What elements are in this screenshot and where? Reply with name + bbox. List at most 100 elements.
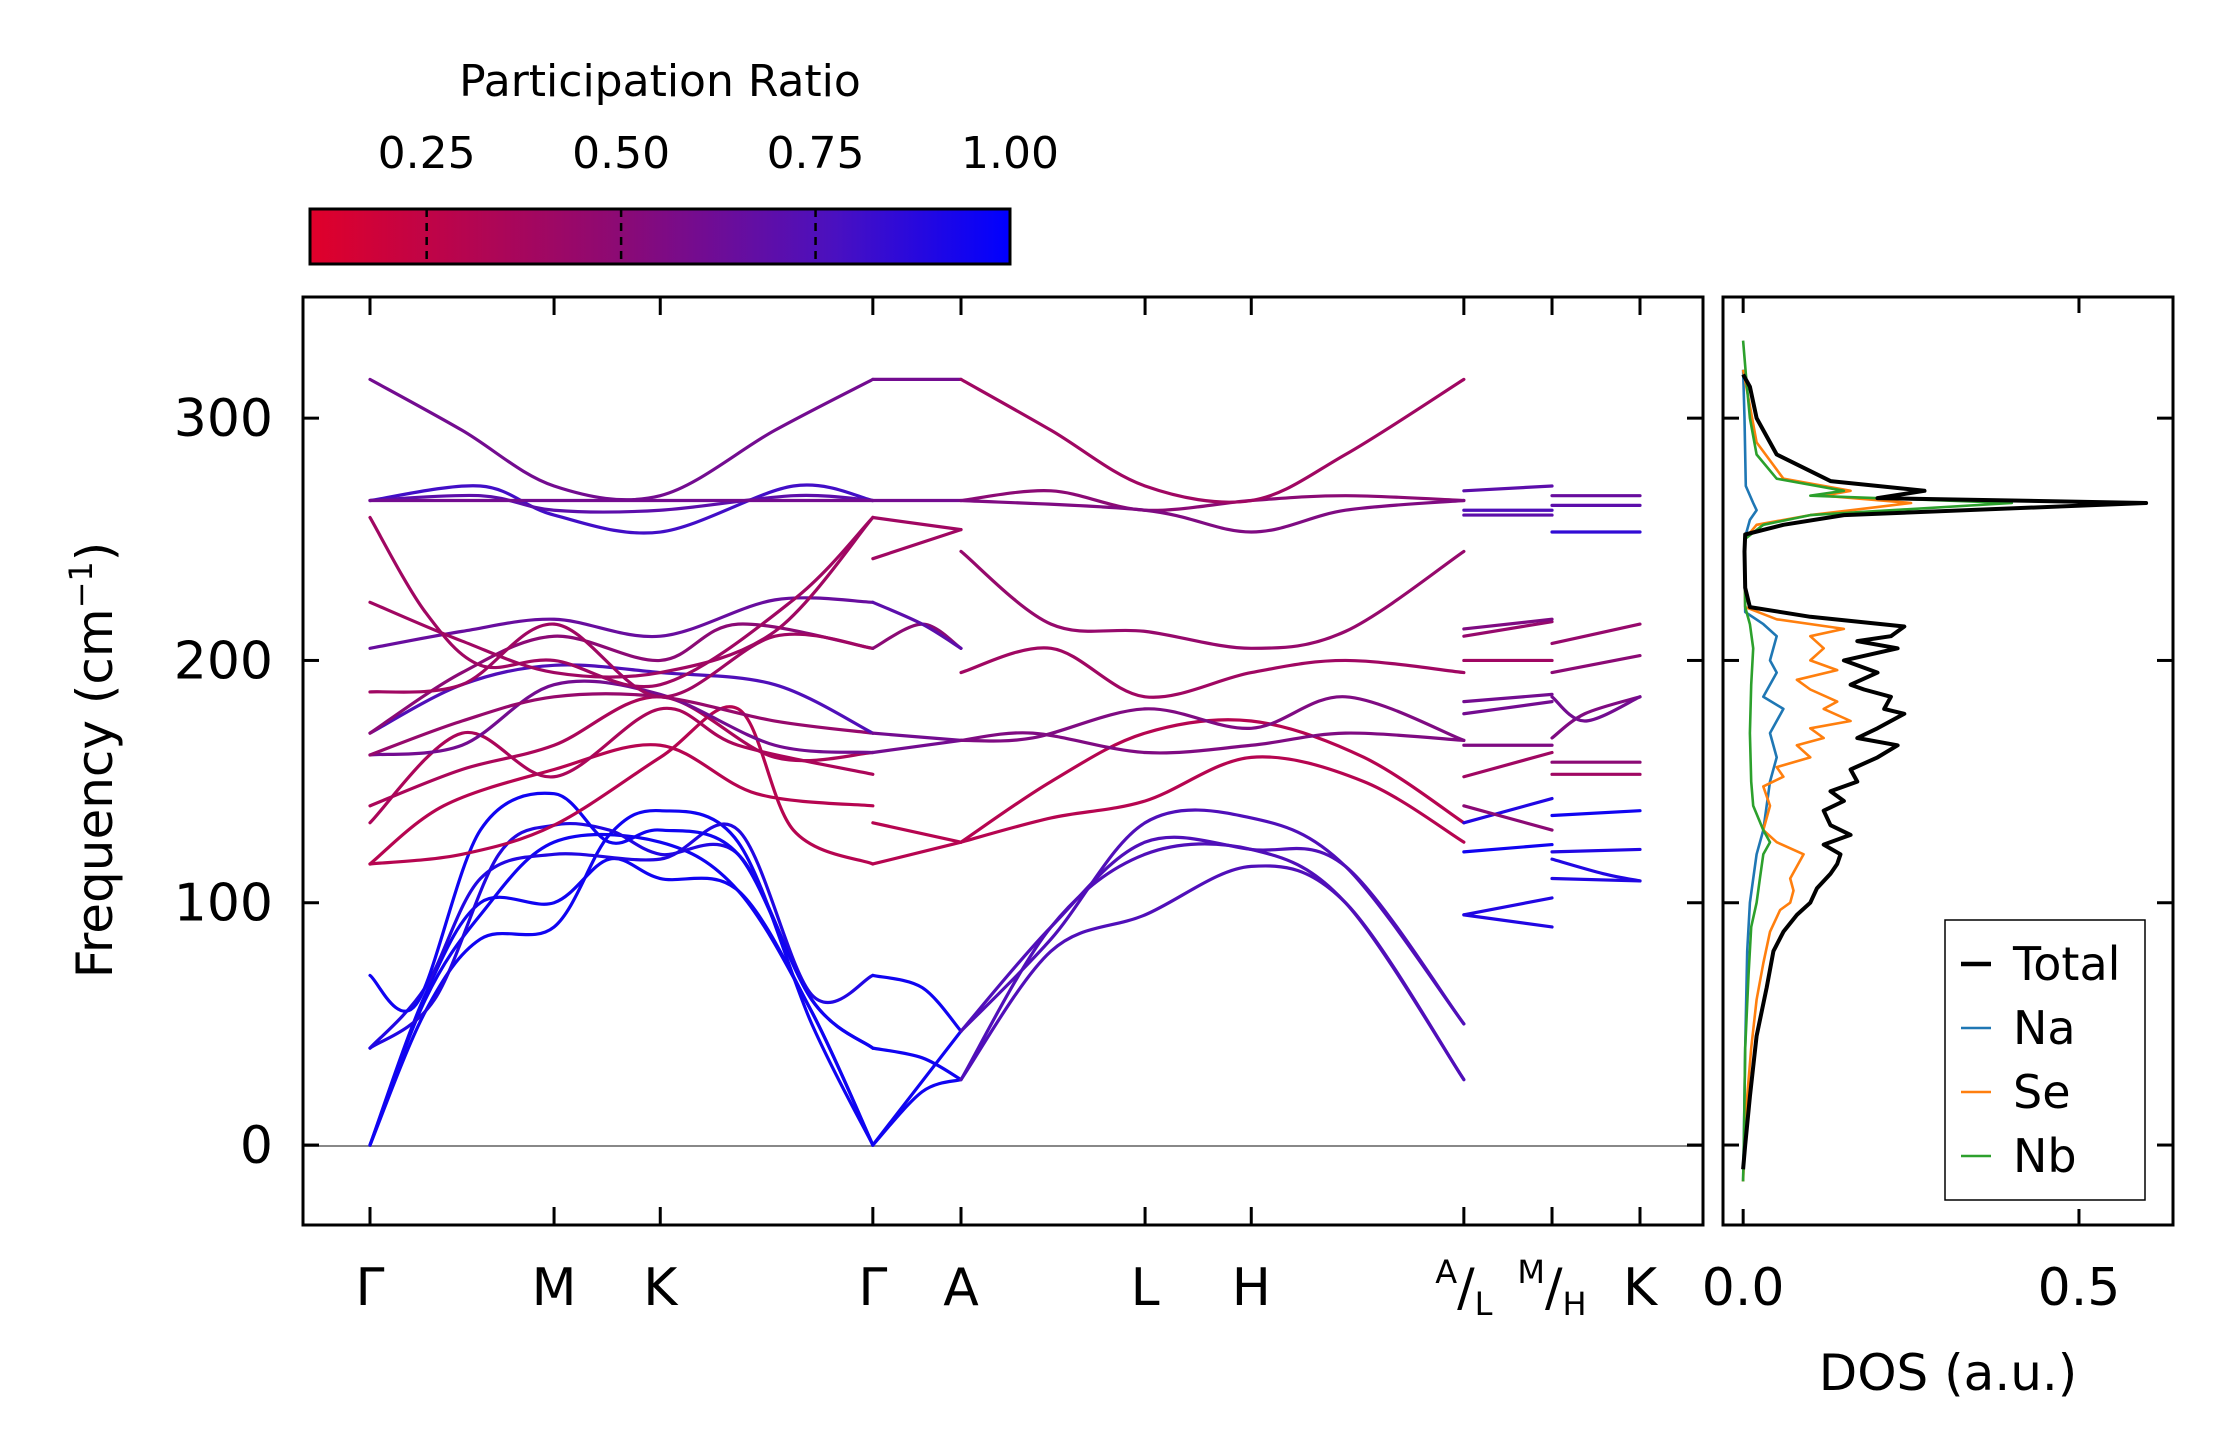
k-label: K: [643, 1258, 679, 1318]
dos-x-tick-label: 0.5: [2038, 1258, 2121, 1318]
band-branch: [368, 808, 875, 1147]
colorbar-tick-label: 0.25: [378, 128, 476, 179]
legend-label: Na: [2013, 1001, 2076, 1055]
dos-ticks: 0.0 0.5: [1702, 297, 2173, 1318]
band-branch: [368, 791, 875, 1050]
band-branch: [959, 498, 1466, 534]
band-branch: [1462, 484, 1554, 493]
band-plot-frame: [301, 295, 1705, 1227]
band-branch: [1462, 620, 1554, 638]
band-branch: [1462, 692, 1554, 704]
k-label: A/L: [1435, 1253, 1492, 1323]
dos-plot-frame: [1721, 295, 2175, 1227]
band-branch: [959, 842, 1466, 1082]
colorbar-tick-labels: 0.25 0.50 0.75 1.00: [378, 128, 1059, 179]
band-branch: [1550, 847, 1642, 854]
y-axis-title-close: ): [66, 542, 124, 562]
band-branch: [1462, 804, 1554, 832]
legend-label: Total: [2012, 937, 2120, 991]
k-label: L: [1131, 1258, 1160, 1318]
dos-series-total: [1741, 373, 2149, 1170]
colorbar-tick-label: 0.75: [767, 128, 865, 179]
band-branch: [959, 731, 1466, 755]
band-branch: [1550, 695, 1642, 723]
band-branch: [871, 973, 963, 1033]
band-branch: [1462, 842, 1554, 854]
y-tick-label: 100: [174, 874, 273, 934]
legend-label: Se: [2013, 1065, 2071, 1119]
band-lines: [368, 377, 1642, 1147]
band-branch: [959, 718, 1466, 844]
k-label-upper: A: [1435, 1253, 1457, 1291]
y-tick-label: 200: [174, 631, 273, 691]
band-branch: [368, 679, 875, 757]
band-branch: [368, 596, 875, 650]
band-branch: [871, 622, 963, 650]
band-branch: [959, 549, 1466, 650]
band-branch: [368, 692, 875, 757]
k-label: A: [943, 1258, 979, 1318]
band-branch: [1462, 896, 1554, 917]
k-label-lower: H: [1563, 1285, 1587, 1323]
y-tick-label: 300: [174, 389, 273, 449]
band-x-ticks: Γ M K Γ A L H A/LM/H K: [356, 297, 1659, 1323]
k-label-upper: M: [1517, 1253, 1545, 1291]
band-branch: [368, 377, 875, 502]
y-axis-title: Frequency (cm−1): [62, 542, 124, 979]
dos-legend: Total Na Se Nb: [1944, 919, 2146, 1201]
band-branch: [871, 821, 963, 844]
band-branch: [1550, 654, 1642, 675]
colorbar-gradient: [308, 207, 1012, 266]
band-branch: [871, 731, 963, 743]
k-label: H: [1232, 1258, 1271, 1318]
dos-series-na: [1741, 369, 1785, 1182]
band-branch: [959, 646, 1466, 699]
dos-series-se: [1741, 369, 1913, 1182]
dos-plot: 0.0 0.5 DOS (a.u.) Total Na Se Nb: [1702, 295, 2175, 1402]
band-branch: [1462, 700, 1554, 716]
band-branch: [368, 856, 875, 1147]
k-label: M: [532, 1258, 577, 1318]
band-y-ticks: 0 100 200 300: [174, 389, 1703, 1176]
y-tick-label: 0: [240, 1116, 273, 1176]
dos-x-axis-title: DOS (a.u.): [1819, 1344, 2078, 1402]
band-branch: [368, 743, 875, 866]
band-branch: [959, 377, 1466, 504]
colorbar-label: Participation Ratio: [459, 56, 861, 107]
band-branch: [368, 515, 875, 679]
band-branch: [871, 840, 963, 866]
band-branch: [1550, 876, 1642, 883]
band-branch: [1462, 796, 1554, 825]
dos-x-tick-label: 0.0: [1702, 1258, 1785, 1318]
y-axis-title-main: Frequency (cm: [66, 608, 124, 978]
colorbar: Participation Ratio 0.25 0.50 0.75 1.00: [308, 56, 1059, 266]
band-branch: [871, 1046, 963, 1082]
band-branch: [871, 738, 963, 755]
band-branch: [871, 1078, 963, 1147]
band-branch: [368, 493, 875, 514]
band-branch: [959, 864, 1466, 1082]
band-branch: [1550, 622, 1642, 646]
colorbar-tick-label: 0.50: [572, 128, 670, 179]
k-label-slash: /: [1457, 1258, 1475, 1318]
legend-label: Nb: [2013, 1129, 2077, 1183]
band-branch: [1550, 809, 1642, 818]
band-branch: [959, 695, 1466, 743]
band-branch: [871, 528, 963, 561]
k-label: Γ: [858, 1258, 887, 1318]
legend-frame: [1944, 919, 2146, 1201]
band-branch: [871, 515, 963, 532]
band-branch: [1550, 695, 1642, 740]
band-branch: [1550, 857, 1642, 883]
band-branch: [1462, 617, 1554, 631]
band-branch: [368, 705, 875, 866]
band-branch: [959, 755, 1466, 844]
colorbar-tick-label: 1.00: [961, 128, 1059, 179]
band-branch: [368, 622, 875, 699]
k-label-slash: /: [1545, 1258, 1563, 1318]
band-branch: [959, 835, 1466, 1033]
band-branch: [368, 622, 875, 735]
k-label: Γ: [356, 1258, 385, 1318]
